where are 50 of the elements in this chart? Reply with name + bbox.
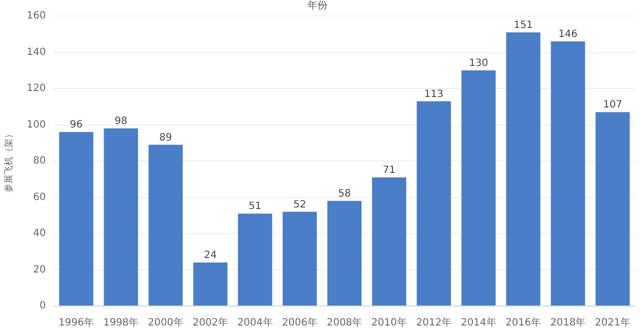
x-tick-label: 2021年 [594, 316, 630, 329]
data-label: 52 [293, 199, 306, 210]
y-axis-title: 参展飞机（架） [4, 130, 15, 192]
bar [372, 177, 406, 306]
x-tick-label: 2010年 [371, 316, 407, 329]
bar [461, 70, 496, 306]
x-tick-label: 2004年 [237, 316, 273, 329]
data-label: 24 [204, 250, 217, 262]
data-label: 107 [603, 100, 622, 111]
bar [327, 200, 362, 306]
x-tick-label: 2002年 [192, 316, 228, 329]
x-tick-label: 2006年 [282, 316, 318, 329]
bar [416, 101, 451, 306]
bar [148, 144, 183, 306]
data-label: 51 [248, 201, 262, 212]
x-tick-label: 2014年 [460, 316, 496, 329]
x-tick-label: 1998年 [103, 316, 139, 329]
y-tick-label: 140 [26, 46, 46, 58]
bar [193, 262, 228, 306]
data-label: 96 [70, 120, 83, 131]
data-label: 113 [424, 88, 444, 100]
bar [282, 212, 317, 306]
x-tick-label: 2000年 [148, 316, 184, 329]
data-label: 58 [338, 188, 351, 200]
x-tick-label: 2018年 [550, 316, 586, 329]
x-tick-label: 2008年 [326, 316, 362, 329]
data-label: 151 [514, 20, 533, 31]
y-tick-label: 120 [26, 83, 46, 94]
data-label: 71 [382, 164, 396, 176]
y-tick-label: 80 [33, 156, 46, 167]
data-label: 130 [469, 58, 488, 69]
data-label: 146 [558, 28, 578, 40]
y-tick-label: 60 [33, 192, 46, 203]
data-label: 98 [114, 116, 128, 127]
y-tick-label: 40 [33, 228, 46, 240]
x-tick-label: 2012年 [416, 316, 452, 329]
bar [506, 32, 540, 306]
data-label: 89 [159, 132, 172, 144]
bar [596, 112, 630, 306]
x-tick-label: 2016年 [506, 316, 541, 329]
y-tick-label: 0 [40, 300, 46, 312]
y-tick-label: 20 [33, 264, 46, 276]
bar [59, 132, 94, 306]
y-tick-label: 160 [26, 10, 46, 22]
x-tick-label: 1996年 [58, 316, 94, 329]
bar [104, 128, 138, 306]
x-axis-title: 年份 [308, 0, 328, 12]
y-tick-label: 100 [26, 119, 46, 130]
bar [550, 41, 586, 306]
bar [238, 214, 272, 306]
